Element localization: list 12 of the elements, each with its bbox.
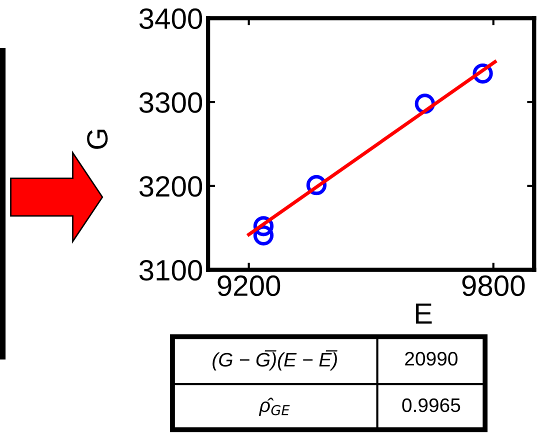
text: (G − G̅)(E − E̅): [212, 350, 338, 370]
y-tick-label: 3200: [139, 176, 202, 197]
y-tick-label: 3100: [139, 260, 202, 281]
y-axis-title: G: [87, 130, 108, 149]
y-tick-label: 3400: [139, 8, 202, 30]
x-tick-label: 9800: [462, 275, 525, 296]
x-axis-title: E: [416, 304, 432, 324]
x-tick-label: 9200: [218, 275, 280, 296]
text: ρ̂$_{GE}$: [258, 398, 290, 416]
y-tick-label: 3300: [139, 92, 202, 113]
text: 0.9965: [402, 398, 460, 412]
text: 20990: [405, 352, 458, 366]
